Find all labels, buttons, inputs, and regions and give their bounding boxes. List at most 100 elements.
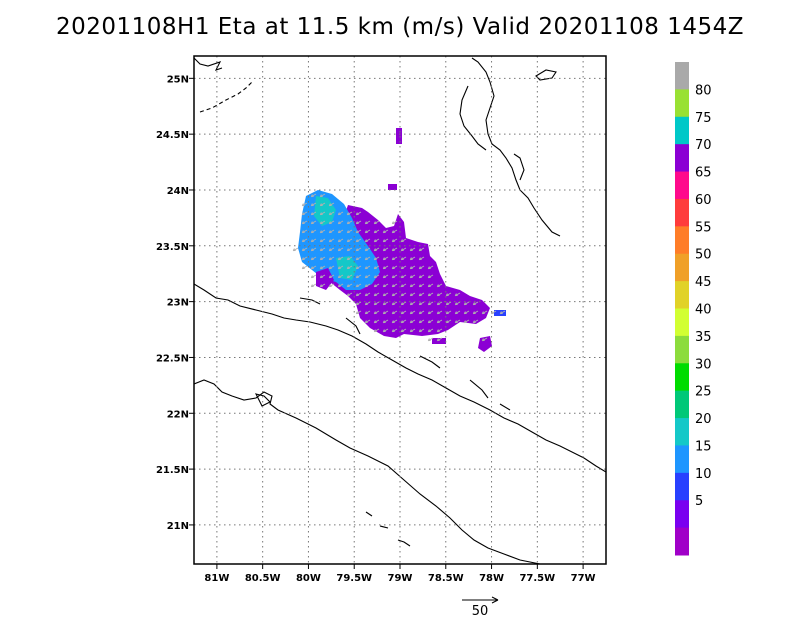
colorbar-swatch [675,171,689,200]
wind-arrow [373,220,380,225]
wind-arrow [319,247,326,252]
wind-arrow [427,283,434,288]
wind-arrow [436,301,443,306]
lon-tick-label: 80W [296,573,321,584]
colorbar-swatch [675,390,689,419]
coast-cuba-north [194,283,606,473]
wind-arrow [373,319,380,324]
colorbar-label: 25 [695,385,712,400]
lon-tick-label: 81W [204,573,229,584]
wind-patch-east-blue [494,310,506,316]
colorbar-swatch [675,418,689,446]
lon-tick-label: 80.5W [245,573,281,584]
wind-arrow [346,256,353,261]
wind-arrow [355,220,362,225]
wind-arrow [436,328,443,333]
coast-bahamas-islet [535,69,557,81]
colorbar-swatch [675,226,689,255]
wind-arrow [373,274,380,279]
wind-arrow [454,310,461,315]
wind-arrow [382,319,389,324]
wind-arrow [337,211,344,216]
colorbar-swatch [675,198,689,227]
wind-arrow [328,265,335,270]
colorbar-label: 60 [695,193,712,208]
wind-arrow [319,211,326,216]
wind-arrow [373,310,380,315]
colorbar-label: 5 [695,494,703,509]
wind-arrow [409,292,416,297]
wind-arrow [301,238,308,243]
colorbar-swatch [675,445,689,474]
coast-bahamas-islet-2 [513,153,525,181]
wind-arrow [337,274,344,279]
wind-arrow [301,220,308,225]
wind-arrow [382,283,389,288]
wind-arrow [427,319,434,324]
wind-arrow [382,301,389,306]
wind-arrow [409,247,416,252]
wind-arrow [382,229,389,234]
wind-arrow [292,247,299,252]
wind-arrow [301,256,308,261]
lat-tick-label: 21N [167,521,189,532]
lon-tick-label: 78W [479,573,504,584]
lon-tick-label: 79W [388,573,413,584]
wind-arrow [391,265,398,270]
coast-florida [194,57,223,71]
wind-arrow [337,256,344,261]
wind-arrow [391,328,398,333]
wind-arrow [409,319,416,324]
reference-vector: 50 [462,596,499,618]
wind-arrow [346,265,353,270]
wind-arrow [364,283,371,288]
wind-arrow [355,211,362,216]
wind-arrow [346,283,353,288]
colorbar-swatch [675,472,689,501]
wind-arrow [364,256,371,261]
wind-arrow [472,301,479,306]
wind-arrow [346,274,353,279]
wind-arrow [328,274,335,279]
colorbar-swatch [675,62,689,90]
wind-arrow [328,220,335,225]
colorbar-swatch [675,335,689,364]
wind-arrow [355,238,362,243]
colorbar-label: 30 [695,357,712,372]
wind-arrow [328,202,335,207]
lat-tick-label: 22.5N [156,353,189,364]
wind-arrow [382,256,389,261]
wind-arrow [400,274,407,279]
wind-arrow [355,310,362,315]
longitude-labels: 81W 80.5W 80W 79.5W 79W 78.5W 78W 77.5W 77W [204,573,595,584]
colorbar-label: 70 [695,138,712,153]
wind-arrow [319,229,326,234]
wind-arrow [337,238,344,243]
wind-arrow [409,310,416,315]
wind-arrow [301,202,308,207]
wind-arrow [400,247,407,252]
wind-arrow [382,265,389,270]
lat-tick-label: 21.5N [156,465,189,476]
wind-arrow [319,238,326,243]
colorbar-swatch [675,89,689,118]
wind-arrow [391,292,398,297]
map-grid [194,56,606,564]
latitude-labels: 25N 24.5N 24N 23.5N 23N 22.5N 22N 21.5N 21N [156,74,189,532]
colorbar-label: 45 [695,275,712,290]
coast-bahamas-east-2 [459,85,487,151]
wind-arrow [355,301,362,306]
wind-patch-north [396,128,402,144]
colorbar-swatch [675,281,689,309]
wind-arrow [319,202,326,207]
wind-arrow [310,247,317,252]
wind-arrow [301,265,308,270]
wind-arrow [328,247,335,252]
colorbar-label: 50 [695,248,712,263]
coastlines [194,57,606,564]
wind-arrow [463,319,470,324]
wind-arrow [373,256,380,261]
wind-arrow [364,310,371,315]
wind-arrow [328,211,335,216]
coast-south-cays [365,511,411,547]
